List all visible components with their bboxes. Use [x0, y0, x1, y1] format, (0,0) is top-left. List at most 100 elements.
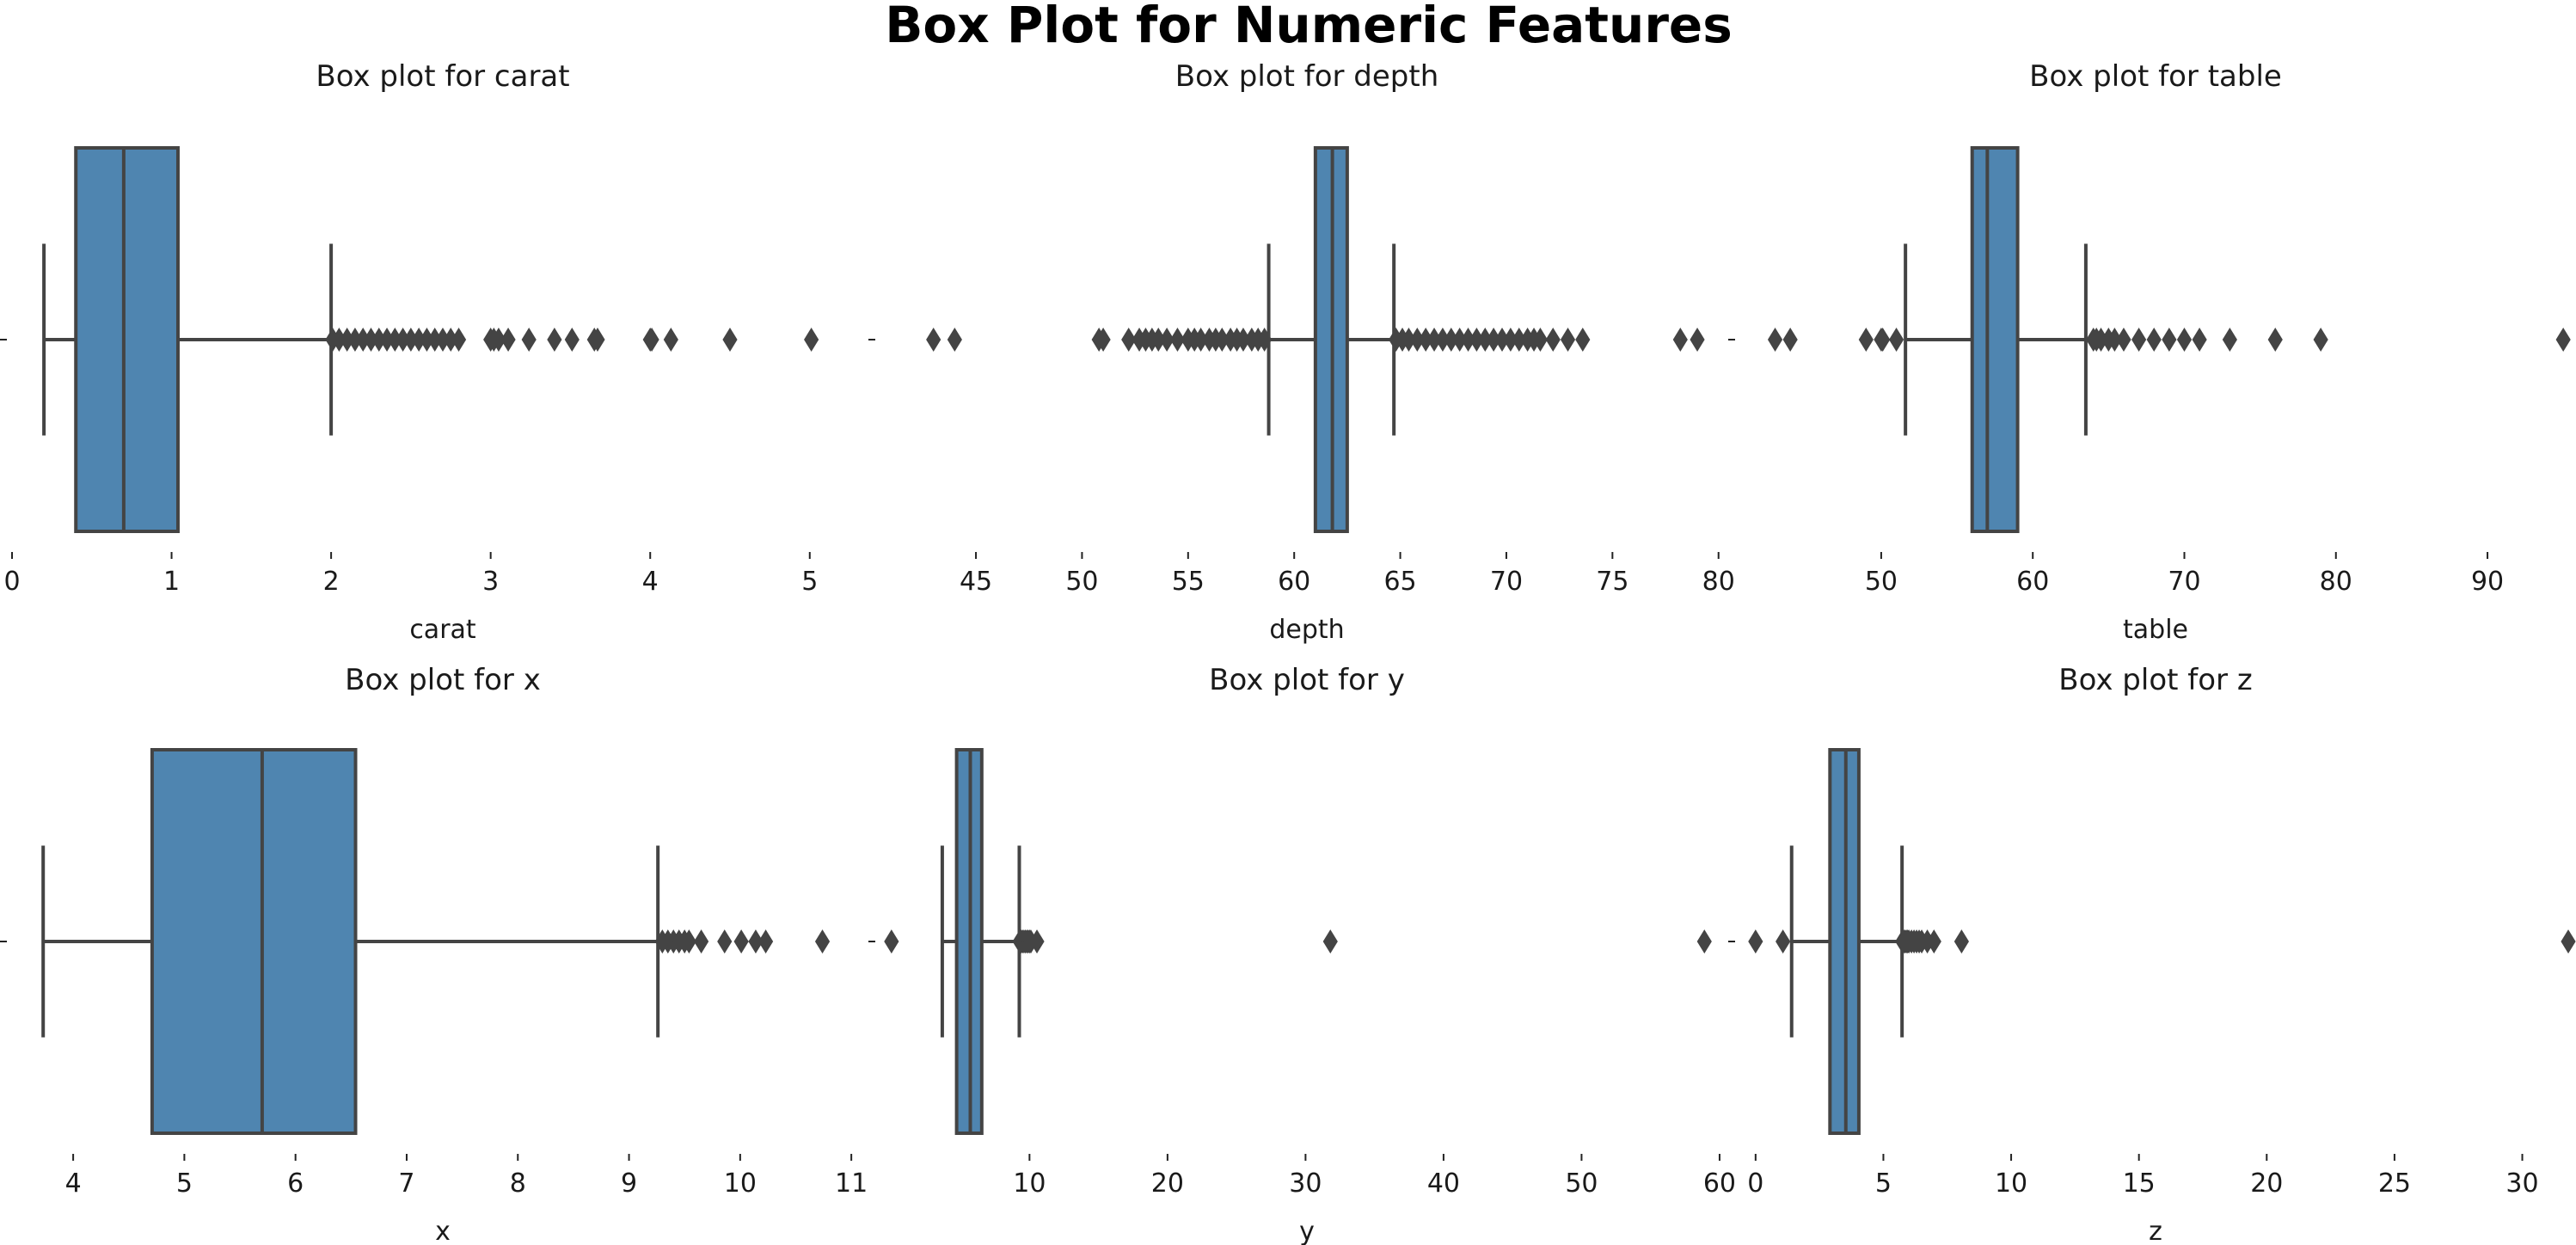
outlier-table-12 [2131, 328, 2147, 352]
x-tick-label-depth-80: 80 [1702, 567, 1735, 597]
x-axis-label-carat: carat [409, 615, 476, 645]
x-tick-label-y-40: 40 [1427, 1168, 1460, 1199]
x-tick-label-x-11: 11 [835, 1168, 868, 1199]
x-tick-label-depth-75: 75 [1596, 567, 1628, 597]
outlier-depth-3 [1095, 328, 1111, 352]
x-axis-label-table: table [2123, 615, 2188, 645]
outlier-carat-25 [590, 328, 605, 352]
x-tick-label-table-90: 90 [2471, 567, 2504, 597]
panel-title-table: Box plot for table [2029, 59, 2282, 94]
outlier-depth-42 [1545, 328, 1561, 352]
outlier-depth-4 [1121, 328, 1137, 352]
outlier-z-0 [1748, 929, 1763, 954]
outlier-carat-30 [804, 328, 819, 352]
panel-title-x: Box plot for x [345, 663, 541, 697]
outlier-y-11 [1322, 929, 1338, 954]
panel-title-y: Box plot for y [1209, 663, 1405, 697]
x-tick-label-z-0: 0 [1747, 1168, 1763, 1199]
outlier-depth-45 [1672, 328, 1688, 352]
outlier-x-10 [758, 929, 774, 954]
x-tick-label-depth-65: 65 [1383, 567, 1416, 597]
x-tick-label-carat-1: 1 [163, 567, 180, 597]
x-tick-label-table-80: 80 [2320, 567, 2352, 597]
x-tick-label-depth-50: 50 [1065, 567, 1098, 597]
x-tick-label-z-10: 10 [1995, 1168, 2027, 1199]
outlier-depth-10 [1169, 328, 1186, 352]
outlier-x-7 [717, 929, 733, 954]
x-tick-label-y-60: 60 [1703, 1168, 1736, 1199]
outlier-y-12 [1696, 929, 1712, 954]
panel-title-z: Box plot for z [2058, 663, 2252, 697]
x-tick-label-z-15: 15 [2123, 1168, 2156, 1199]
outlier-carat-16 [451, 328, 467, 352]
iqr-box-carat [74, 146, 180, 533]
figure-title: Box Plot for Numeric Features [885, 0, 1733, 54]
x-tick-label-x-5: 5 [176, 1168, 193, 1199]
panel-title-carat: Box plot for carat [316, 59, 569, 94]
outlier-table-20 [2555, 328, 2571, 352]
outlier-table-2 [1858, 328, 1874, 352]
outlier-z-16 [2561, 929, 2576, 954]
outlier-carat-21 [521, 328, 537, 352]
x-axis-label-depth: depth [1269, 615, 1344, 645]
x-tick-label-depth-60: 60 [1278, 567, 1310, 597]
outlier-depth-41 [1532, 328, 1549, 352]
outlier-depth-46 [1690, 328, 1705, 352]
boxplot-panel-carat: Box plot for carat 0 1 2 3 4 5 carat [0, 59, 819, 645]
outlier-carat-23 [564, 328, 580, 352]
outlier-depth-22 [1257, 328, 1273, 352]
outlier-table-14 [2162, 328, 2177, 352]
x-tick-label-table-50: 50 [1865, 567, 1898, 597]
x-tick-label-x-8: 8 [510, 1168, 526, 1199]
outlier-carat-28 [663, 328, 678, 352]
x-tick-label-x-9: 9 [621, 1168, 637, 1199]
outlier-depth-44 [1575, 328, 1591, 352]
outlier-table-0 [1767, 328, 1783, 352]
x-tick-label-y-20: 20 [1151, 1168, 1184, 1199]
x-tick-label-carat-2: 2 [323, 567, 340, 597]
outlier-table-18 [2267, 328, 2283, 352]
iqr-box-table [1970, 146, 2020, 533]
x-tick-label-depth-45: 45 [960, 567, 992, 597]
outlier-x-5 [681, 929, 696, 954]
x-tick-label-carat-4: 4 [642, 567, 659, 597]
x-tick-label-x-10: 10 [724, 1168, 757, 1199]
outlier-x-9 [748, 929, 764, 954]
x-tick-label-carat-5: 5 [801, 567, 818, 597]
x-tick-label-x-7: 7 [398, 1168, 414, 1199]
outlier-x-8 [733, 929, 749, 954]
outlier-table-4 [1875, 328, 1891, 352]
x-axis-label-x: x [435, 1217, 451, 1245]
x-tick-label-z-5: 5 [1875, 1168, 1892, 1199]
outlier-carat-20 [500, 328, 516, 352]
outlier-table-1 [1782, 328, 1798, 352]
x-tick-label-x-6: 6 [287, 1168, 304, 1199]
outlier-x-11 [814, 929, 831, 954]
outlier-x-6 [694, 929, 709, 954]
outlier-table-11 [2116, 328, 2131, 352]
outlier-table-13 [2146, 328, 2162, 352]
outlier-table-5 [1888, 328, 1904, 352]
x-tick-label-z-20: 20 [2250, 1168, 2283, 1199]
outlier-depth-1 [947, 328, 962, 352]
outlier-table-17 [2222, 328, 2237, 352]
boxplot-panel-table: Box plot for table 50 60 70 80 90 table [1728, 59, 2571, 645]
x-axis-label-z: z [2149, 1217, 2162, 1245]
x-tick-label-x-4: 4 [65, 1168, 82, 1199]
x-tick-label-depth-70: 70 [1490, 567, 1523, 597]
x-tick-label-y-30: 30 [1289, 1168, 1322, 1199]
x-tick-label-z-25: 25 [2378, 1168, 2411, 1199]
outlier-depth-0 [926, 328, 941, 352]
outlier-z-1 [1776, 929, 1791, 954]
x-tick-label-carat-0: 0 [3, 567, 20, 597]
iqr-box-x [150, 748, 358, 1135]
outlier-y-0 [884, 929, 899, 954]
x-tick-label-table-60: 60 [2016, 567, 2049, 597]
outlier-table-15 [2176, 328, 2193, 352]
x-tick-label-y-10: 10 [1013, 1168, 1046, 1199]
outlier-table-19 [2313, 328, 2328, 352]
outlier-z-14 [1926, 929, 1941, 954]
boxplot-panel-x: Box plot for x 4 5 6 7 8 9 10 11 x [0, 663, 868, 1245]
outlier-carat-22 [547, 328, 562, 352]
